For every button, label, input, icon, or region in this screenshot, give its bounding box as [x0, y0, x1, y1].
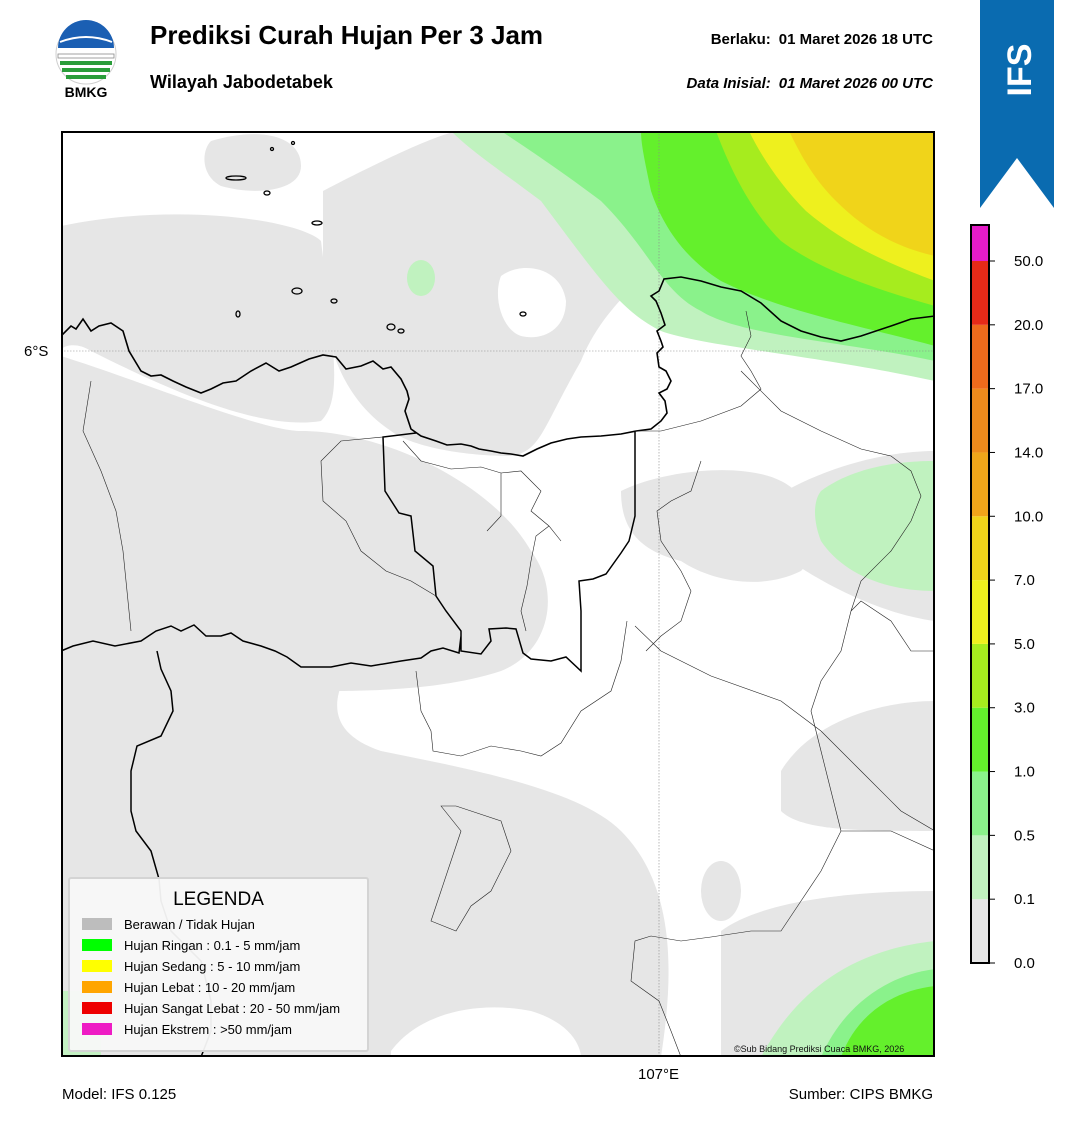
colorbar-segment — [971, 225, 989, 261]
legend-item: Hujan Ekstrem : >50 mm/jam — [82, 1020, 292, 1038]
colorbar-tick-label: 10.0 — [1014, 508, 1043, 525]
colorbar-segment — [971, 771, 989, 836]
coastline — [61, 276, 935, 457]
legend-label: Berawan / Tidak Hujan — [124, 916, 255, 932]
colorbar-frame — [970, 224, 990, 964]
colorbar-segment — [971, 388, 989, 453]
colorbar-segment — [971, 516, 989, 581]
colorbar-tick-label: 5.0 — [1014, 636, 1035, 653]
page-title: Prediksi Curah Hujan Per 3 Jam — [150, 20, 544, 50]
valid-time-value: 01 Maret 2026 18 UTC — [778, 31, 933, 48]
valid-time-row: Berlaku: 01 Maret 2026 18 UTC — [711, 31, 933, 48]
colorbar-tick-label: 50.0 — [1014, 253, 1043, 270]
model-badge-text: IFS — [1001, 44, 1039, 97]
colorbar-tick-label: 20.0 — [1014, 317, 1043, 334]
colorbar-segment — [971, 643, 989, 708]
colorbar-segment — [971, 261, 989, 325]
colorbar-tick-label: 17.0 — [1014, 381, 1043, 398]
latitude-label: 6°S — [24, 343, 49, 360]
colorbar-tick-label: 14.0 — [1014, 444, 1043, 461]
valid-time-label: Berlaku: — [710, 31, 771, 48]
colorbar-tick-label: 7.0 — [1014, 572, 1035, 589]
legend-label: Hujan Lebat : 10 - 20 mm/jam — [124, 979, 296, 995]
legend-swatch — [82, 939, 112, 951]
init-time-value: 01 Maret 2026 00 UTC — [778, 75, 933, 92]
legend-swatch — [82, 1002, 112, 1014]
no-rain-zones — [61, 131, 935, 1057]
rainfall-colorbar: 0.0 0.1 0.5 1.0 3.0 5.0 7.0 10.0 14.0 17.0 20.0 50.… — [970, 224, 1043, 972]
map-copyright: ©Sub Bidang Prediksi Cuaca BMKG, 2026 — [734, 1044, 905, 1054]
legend-title: LEGENDA — [173, 889, 264, 910]
legend-swatch — [82, 960, 112, 972]
colorbar-tick-label: 3.0 — [1014, 700, 1035, 717]
colorbar-segment — [971, 324, 989, 389]
islands — [225, 140, 527, 334]
legend-label: Hujan Ekstrem : >50 mm/jam — [124, 1021, 292, 1037]
colorbar-segment — [971, 899, 989, 963]
data-source: Sumber: CIPS BMKG — [788, 1086, 933, 1103]
longitude-label: 107°E — [638, 1066, 680, 1083]
legend-swatch — [82, 981, 112, 993]
page-subtitle: Wilayah Jabodetabek — [150, 72, 333, 92]
bmkg-logo — [55, 20, 117, 85]
init-time-row: Data Inisial: 01 Maret 2026 00 UTC — [687, 75, 933, 92]
colorbar-tick-label: 0.1 — [1014, 891, 1035, 908]
model-ribbon: IFS — [980, 0, 1054, 208]
legend-label: Hujan Sedang : 5 - 10 mm/jam — [124, 958, 301, 974]
legend-swatch — [82, 918, 112, 930]
legend-item: Hujan Ringan : 0.1 - 5 mm/jam — [82, 936, 300, 954]
legend-label: Hujan Ringan : 0.1 - 5 mm/jam — [124, 937, 301, 953]
logo-label: BMKG — [64, 84, 108, 100]
model-info: Model: IFS 0.125 — [62, 1086, 177, 1103]
colorbar-tick-label: 1.0 — [1014, 764, 1035, 781]
colorbar-segment — [971, 452, 989, 517]
colorbar-tick-label: 0.5 — [1014, 827, 1035, 844]
legend-item: Berawan / Tidak Hujan — [82, 915, 255, 933]
legend-item: Hujan Sangat Lebat : 20 - 50 mm/jam — [82, 999, 340, 1017]
district-boundaries — [82, 310, 935, 1057]
legend-item: Hujan Sedang : 5 - 10 mm/jam — [82, 957, 300, 975]
legend-item: Hujan Lebat : 10 - 20 mm/jam — [82, 978, 295, 996]
colorbar-segment — [971, 580, 989, 644]
legend-label: Hujan Sangat Lebat : 20 - 50 mm/jam — [124, 1000, 341, 1016]
colorbar-tick-label: 0.0 — [1014, 955, 1035, 972]
colorbar-segment — [971, 707, 989, 772]
rainfall-map — [61, 131, 935, 1057]
colorbar-segment — [971, 835, 989, 900]
legend-swatch — [82, 1023, 112, 1035]
init-time-label: Data Inisial: — [686, 75, 771, 92]
map-legend: LEGENDA Berawan / Tidak Hujan Hujan Ringa… — [68, 877, 369, 1052]
